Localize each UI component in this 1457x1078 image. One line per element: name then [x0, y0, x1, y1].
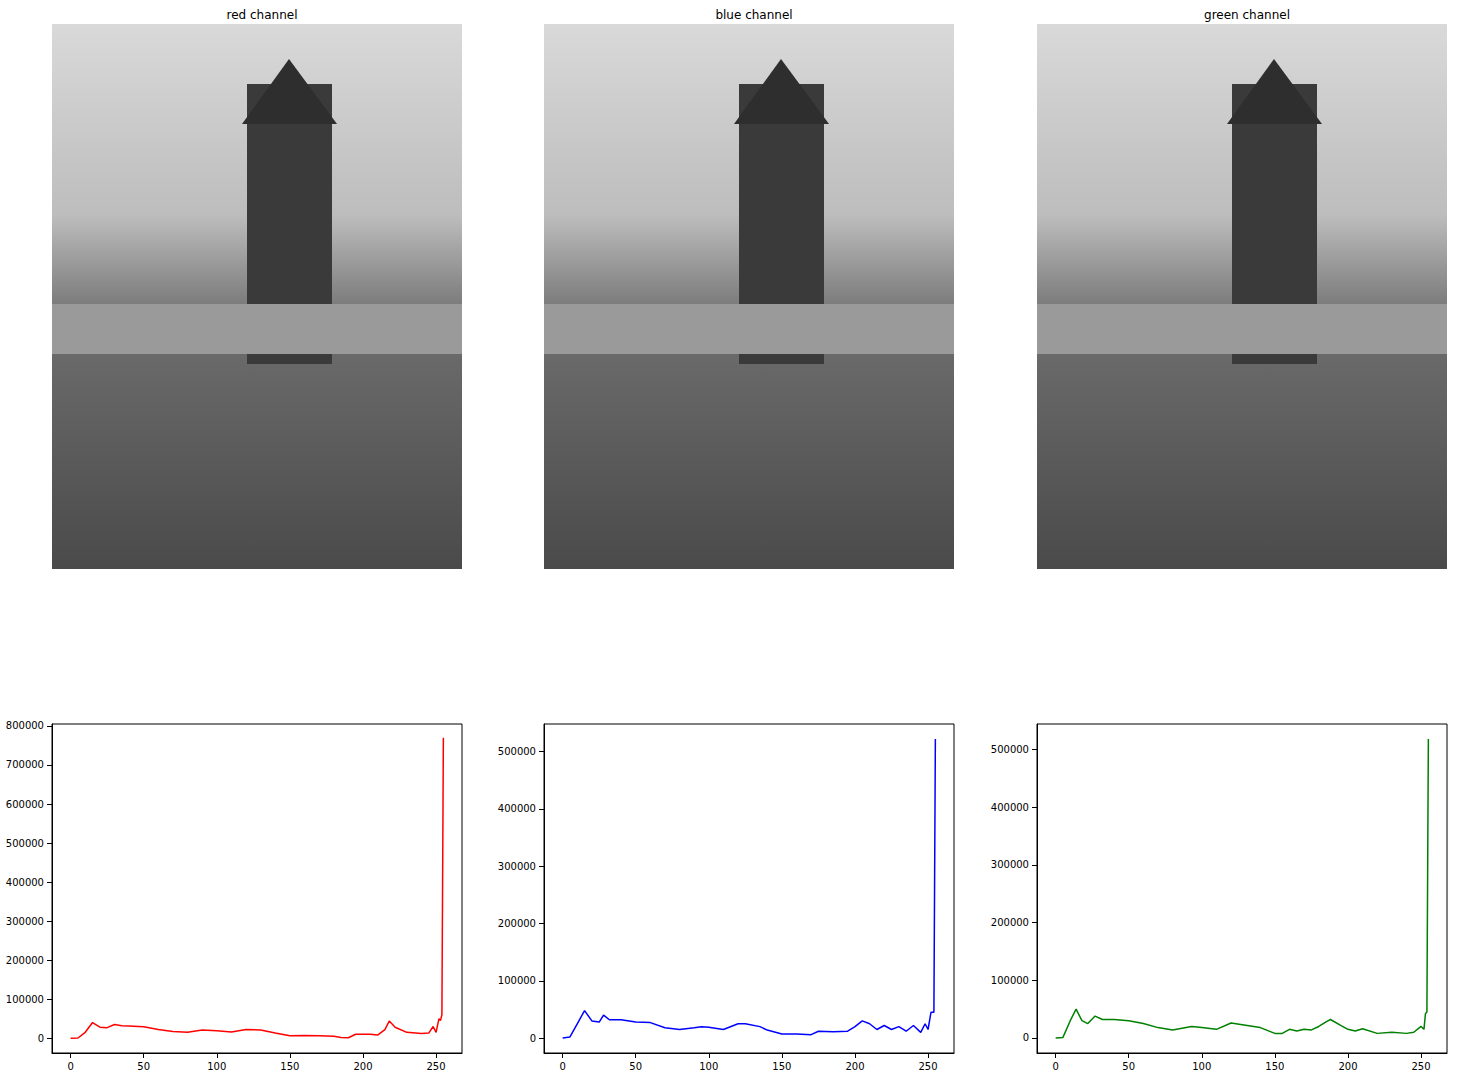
svg-text:500000: 500000 — [498, 746, 536, 757]
svg-text:100000: 100000 — [6, 994, 44, 1005]
svg-text:0: 0 — [1023, 1032, 1029, 1043]
svg-text:blue channel: blue channel — [715, 8, 792, 22]
svg-text:0: 0 — [38, 1033, 44, 1044]
svg-text:0: 0 — [530, 1033, 536, 1044]
svg-text:100000: 100000 — [498, 975, 536, 986]
svg-text:600000: 600000 — [6, 799, 44, 810]
svg-text:200000: 200000 — [991, 917, 1029, 928]
svg-text:250: 250 — [1412, 1061, 1431, 1072]
svg-text:100: 100 — [207, 1061, 226, 1072]
svg-text:250: 250 — [427, 1061, 446, 1072]
svg-text:50: 50 — [137, 1061, 150, 1072]
svg-text:red channel: red channel — [227, 8, 298, 22]
svg-text:150: 150 — [280, 1061, 299, 1072]
svg-text:700000: 700000 — [6, 759, 44, 770]
svg-text:200: 200 — [845, 1061, 864, 1072]
svg-text:100000: 100000 — [991, 975, 1029, 986]
svg-text:250: 250 — [919, 1061, 938, 1072]
svg-text:green channel: green channel — [1204, 8, 1290, 22]
svg-text:100: 100 — [1192, 1061, 1211, 1072]
svg-text:200000: 200000 — [6, 955, 44, 966]
svg-text:300000: 300000 — [498, 861, 536, 872]
svg-text:150: 150 — [772, 1061, 791, 1072]
svg-text:400000: 400000 — [991, 802, 1029, 813]
svg-text:300000: 300000 — [6, 916, 44, 927]
svg-text:50: 50 — [629, 1061, 642, 1072]
svg-text:500000: 500000 — [991, 744, 1029, 755]
svg-text:300000: 300000 — [991, 859, 1029, 870]
svg-text:0: 0 — [1052, 1061, 1058, 1072]
svg-text:200: 200 — [353, 1061, 372, 1072]
svg-text:400000: 400000 — [6, 877, 44, 888]
svg-text:0: 0 — [67, 1061, 73, 1072]
svg-text:800000: 800000 — [6, 720, 44, 731]
svg-text:400000: 400000 — [498, 803, 536, 814]
svg-text:200: 200 — [1338, 1061, 1357, 1072]
svg-text:0: 0 — [559, 1061, 565, 1072]
svg-text:200000: 200000 — [498, 918, 536, 929]
svg-text:100: 100 — [699, 1061, 718, 1072]
svg-text:150: 150 — [1265, 1061, 1284, 1072]
svg-text:500000: 500000 — [6, 838, 44, 849]
svg-text:50: 50 — [1122, 1061, 1135, 1072]
